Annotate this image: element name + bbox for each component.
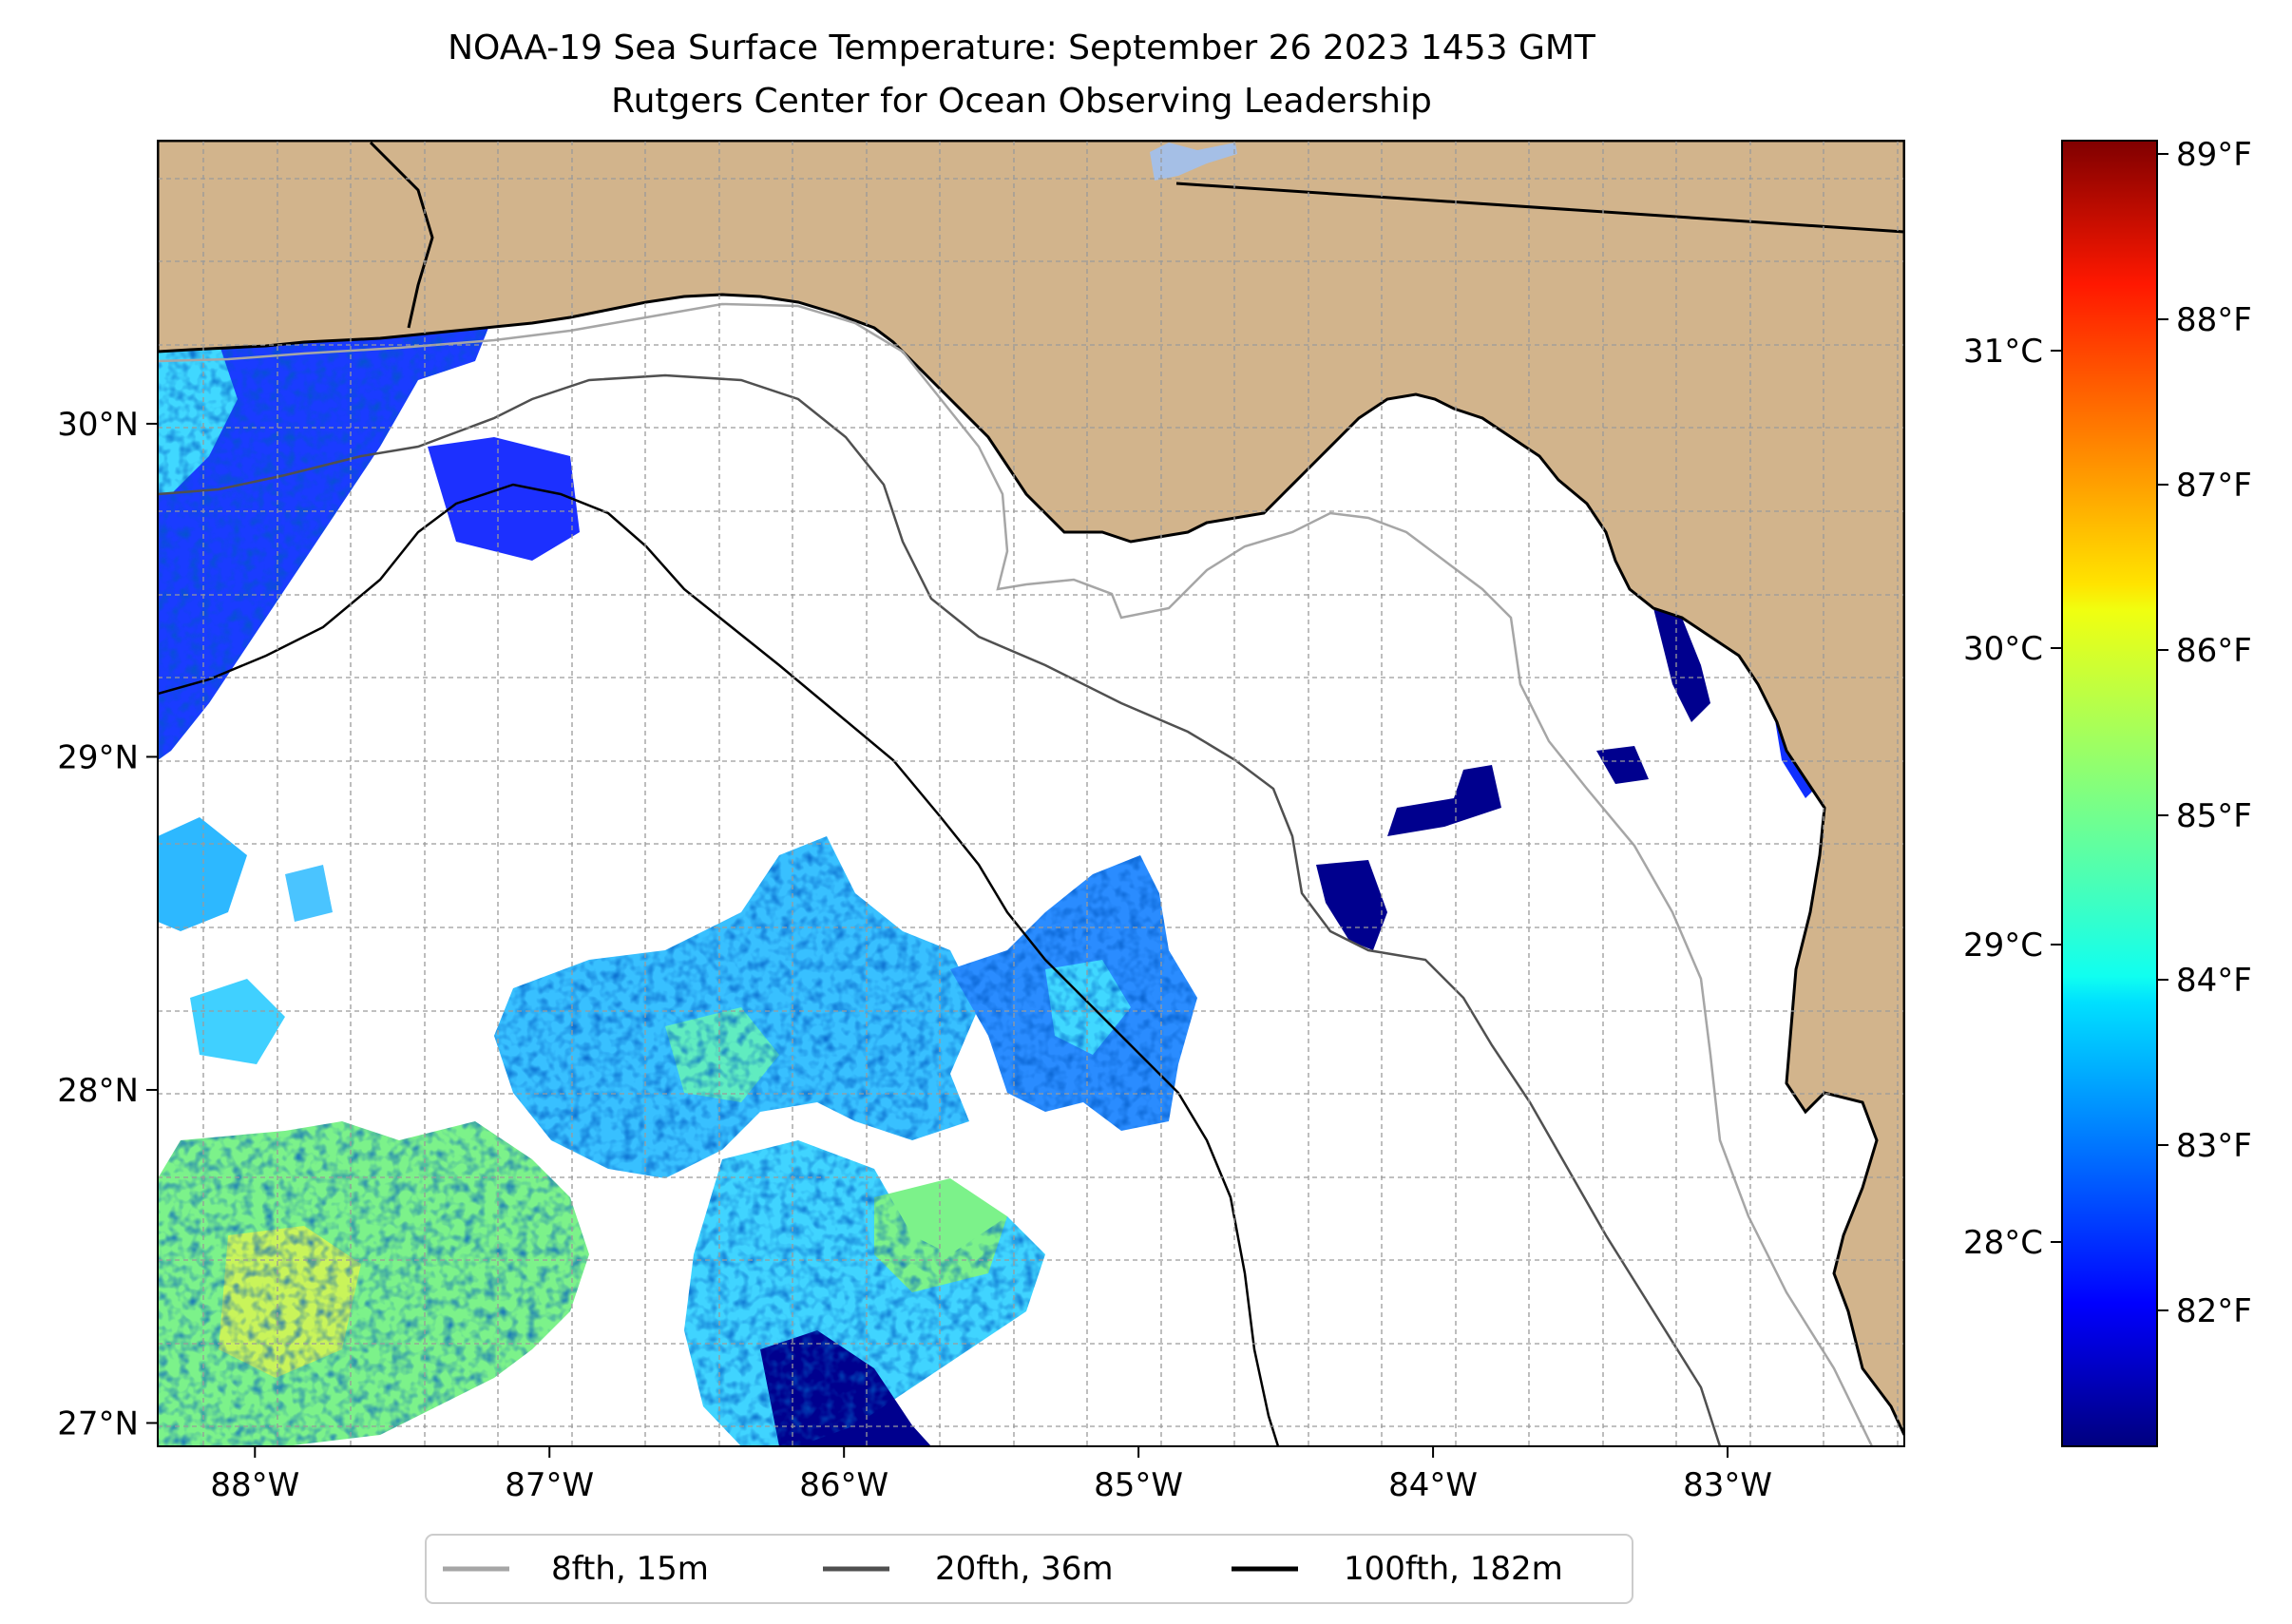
lon-tick-label: 85°W — [1094, 1466, 1183, 1504]
legend-box — [425, 1534, 1633, 1604]
contour-100fth — [158, 483, 1280, 1446]
lon-tick-label: 84°W — [1388, 1466, 1478, 1504]
lake-seminole — [1150, 143, 1237, 181]
lon-tick-label: 86°W — [799, 1466, 888, 1504]
colorbar-gradient — [2061, 140, 2158, 1447]
lon-tick-label: 88°W — [210, 1466, 299, 1504]
sst-patch-west-scatter — [158, 817, 247, 931]
c-tick-label: 31°C — [1963, 333, 2043, 371]
f-tick-label: 82°F — [2176, 1292, 2252, 1330]
contour-8fth — [158, 302, 1874, 1446]
f-tick-label: 88°F — [2176, 301, 2252, 339]
title-line-1: NOAA-19 Sea Surface Temperature: Septemb… — [448, 29, 1596, 67]
f-tick-label: 85°F — [2176, 797, 2252, 835]
sst-patch-offshore-north — [1387, 765, 1501, 836]
lat-tick-label: 29°N — [57, 738, 139, 776]
legend: 8fth, 15m 20fth, 36m 100fth, 182m — [425, 1534, 1633, 1604]
sst-patch-offshore-1 — [428, 437, 580, 561]
colorbar-celsius-axis: 31°C 30°C 29°C 28°C — [1963, 333, 2062, 1262]
lon-tick-label: 83°W — [1683, 1466, 1772, 1504]
map-frame — [157, 140, 1905, 1447]
sst-patch-cedar-key — [1596, 746, 1649, 784]
c-tick-label: 29°C — [1963, 927, 2043, 965]
map-area — [158, 141, 1904, 1446]
f-tick-label: 84°F — [2176, 962, 2252, 1000]
f-tick-label: 87°F — [2176, 467, 2252, 505]
sst-patch-west-scatter-3 — [285, 865, 333, 922]
lat-tick-label: 27°N — [57, 1404, 139, 1442]
land-mass — [158, 141, 1904, 1436]
gridlines — [158, 141, 1904, 1446]
state-boundary-west — [369, 141, 434, 329]
colorbar-fahrenheit-axis: 89°F 88°F 87°F 86°F 85°F 84°F 83°F 82°F — [2157, 136, 2252, 1330]
sst-patch-big-bend-center — [1316, 860, 1387, 950]
colorbar: 89°F 88°F 87°F 86°F 85°F 84°F 83°F 82°F 31°C 30°… — [1963, 136, 2252, 1447]
lat-tick-label: 30°N — [57, 406, 139, 444]
legend-label-8fth: 8fth, 15m — [551, 1550, 709, 1588]
f-tick-label: 86°F — [2176, 632, 2252, 670]
lon-tick-label: 87°W — [505, 1466, 594, 1504]
lat-tick-label: 28°N — [57, 1072, 139, 1110]
f-tick-label: 83°F — [2176, 1127, 2252, 1165]
sst-patch-west-scatter-2 — [190, 979, 285, 1064]
state-boundary — [1175, 182, 1904, 234]
latitude-axis: 27°N 28°N 29°N 30°N — [57, 406, 158, 1442]
sst-patch-big-bend-bay — [1653, 608, 1710, 722]
sst-speckle-overlay — [158, 276, 1197, 1446]
legend-label-100fth: 100fth, 182m — [1344, 1550, 1563, 1588]
f-tick-label: 89°F — [2176, 136, 2252, 174]
contour-20fth — [158, 373, 1722, 1446]
title-line-2: Rutgers Center for Ocean Observing Leade… — [611, 82, 1432, 121]
longitude-axis: 88°W 87°W 86°W 85°W 84°W 83°W — [210, 1446, 1772, 1504]
legend-label-20fth: 20fth, 36m — [935, 1550, 1114, 1588]
c-tick-label: 28°C — [1963, 1224, 2043, 1262]
c-tick-label: 30°C — [1963, 630, 2043, 668]
